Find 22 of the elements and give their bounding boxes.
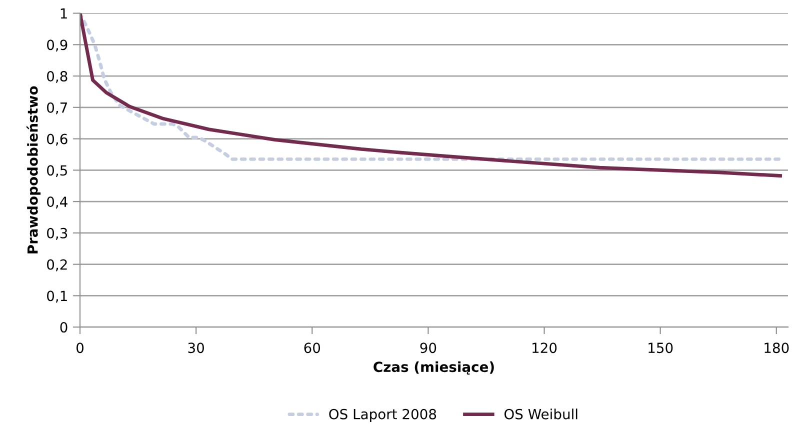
x-tick-label: 60 [304,342,320,354]
y-tick-label: 0,2 [47,259,67,272]
y-tick-label: 0,5 [47,165,67,178]
y-tick-label: 1 [60,8,67,19]
y-tick-label: 0,9 [47,40,68,52]
x-tick-label: 180 [764,342,789,354]
y-tick-label: 0 [60,322,68,333]
x-tick-label: 30 [188,342,204,354]
y-tick-label: 0,6 [47,134,68,146]
x-tick-label: 120 [532,342,557,354]
x-tick-label: 0 [76,342,84,354]
y-tick-label: 0,8 [47,70,68,83]
x-axis-title: Czas (miesiące) [374,361,494,375]
x-tick-label: 90 [420,342,436,354]
y-tick-label: 0,1 [47,290,67,303]
legend-label: OS Laport 2008 [329,408,436,422]
y-tick-label: 0,4 [47,196,68,208]
y-tick-label: 0,3 [47,228,68,240]
y-tick-label: 0,7 [47,102,68,114]
legend-label: OS Weibull [504,408,578,420]
x-tick-label: 150 [648,342,673,354]
y-axis-title: Prawdopodobieństwo [26,86,41,254]
